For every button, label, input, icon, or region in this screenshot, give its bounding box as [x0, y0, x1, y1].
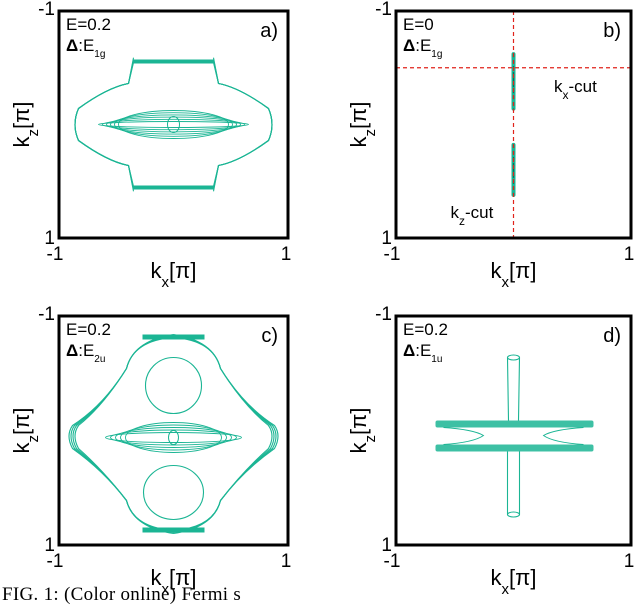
contour-line — [110, 114, 237, 135]
energy-label: E=0.2 — [66, 320, 111, 339]
contour-cap — [142, 334, 205, 340]
plot-frame — [394, 9, 633, 240]
y-axis-label: kz[π] — [346, 102, 379, 148]
energy-label: E=0.2 — [66, 15, 111, 34]
contour-line — [74, 59, 135, 190]
y-tick-label: -1 — [375, 304, 392, 325]
y-axis-label: kz[π] — [9, 408, 42, 454]
x-axis-label: kx[π] — [491, 565, 537, 598]
contour-line — [105, 432, 242, 443]
contour-line — [506, 357, 521, 421]
contour-line — [506, 451, 521, 515]
y-tick-label: -1 — [38, 304, 55, 325]
x-axis-label: kx[π] — [151, 258, 197, 291]
contour-bar — [435, 420, 594, 428]
gap-label: Δ:E1g — [66, 36, 105, 60]
contour-line — [115, 427, 232, 448]
contour-line — [98, 121, 249, 128]
contour-line — [74, 57, 135, 192]
contour-line — [542, 427, 584, 445]
contour-line — [168, 430, 179, 445]
x-tick-label: -1 — [384, 244, 401, 265]
contour-line — [106, 116, 241, 133]
contour-line — [212, 60, 273, 189]
contour-line — [125, 422, 222, 453]
contour-line — [167, 116, 180, 133]
contour-line — [506, 354, 521, 361]
contour-line — [68, 333, 174, 535]
panel-label: d) — [603, 325, 621, 347]
fermi-surface — [74, 57, 273, 192]
y-tick-label: 1 — [381, 228, 392, 249]
contour-line — [74, 60, 135, 189]
x-tick-label: 1 — [624, 244, 634, 265]
gap-label: Δ:E1u — [403, 341, 442, 365]
contour-line — [142, 464, 205, 521]
contour-line — [506, 511, 521, 518]
y-tick-label: 1 — [44, 228, 55, 249]
panel-label: b) — [603, 20, 621, 42]
contour-line — [173, 333, 279, 535]
x-tick-label: -1 — [47, 551, 64, 572]
contour-line — [114, 112, 233, 137]
contour-line — [443, 427, 485, 445]
contour-line — [212, 57, 273, 192]
contour-bar — [435, 444, 594, 452]
contour-line — [212, 59, 273, 190]
y-axis-label: kz[π] — [346, 408, 379, 454]
x-tick-label: -1 — [47, 244, 64, 265]
gap-label: Δ:E2u — [66, 341, 105, 365]
contour-line — [120, 424, 227, 451]
y-tick-label: -1 — [375, 0, 392, 20]
fermi-surface — [435, 354, 594, 518]
contour-cap — [133, 59, 214, 64]
x-tick-label: 1 — [281, 551, 292, 572]
energy-label: E=0 — [403, 15, 434, 34]
plot-frame — [57, 314, 290, 547]
figure-caption: FIG. 1: (Color online) Fermi s — [2, 584, 242, 605]
plot-frame — [57, 9, 290, 240]
fermi-surface — [68, 333, 279, 535]
contour-line — [102, 118, 245, 131]
y-axis-label: kz[π] — [9, 102, 42, 148]
kz-cut-label: kz-cut — [451, 203, 494, 228]
y-tick-label: 1 — [44, 535, 55, 556]
y-tick-label: 1 — [381, 535, 392, 556]
y-tick-label: -1 — [38, 0, 55, 20]
contour-line — [118, 110, 229, 139]
x-tick-label: -1 — [384, 551, 401, 572]
contour-line — [144, 356, 203, 415]
panel-label: c) — [261, 325, 278, 347]
energy-label: E=0.2 — [403, 320, 448, 339]
fermi-surface — [396, 11, 631, 238]
contour-cap — [133, 185, 214, 190]
plot-frame — [394, 314, 633, 547]
x-axis-label: kx[π] — [491, 258, 537, 291]
contour-cap — [142, 527, 205, 533]
contour-line — [74, 62, 135, 187]
panel-label: a) — [260, 20, 278, 42]
x-axis-label: kx[π] — [151, 565, 197, 598]
x-tick-label: 1 — [624, 551, 634, 572]
x-tick-label: 1 — [281, 244, 292, 265]
kx-cut-label: kx-cut — [554, 77, 597, 102]
gap-label: Δ:E1g — [403, 36, 442, 60]
contour-line — [212, 62, 273, 187]
